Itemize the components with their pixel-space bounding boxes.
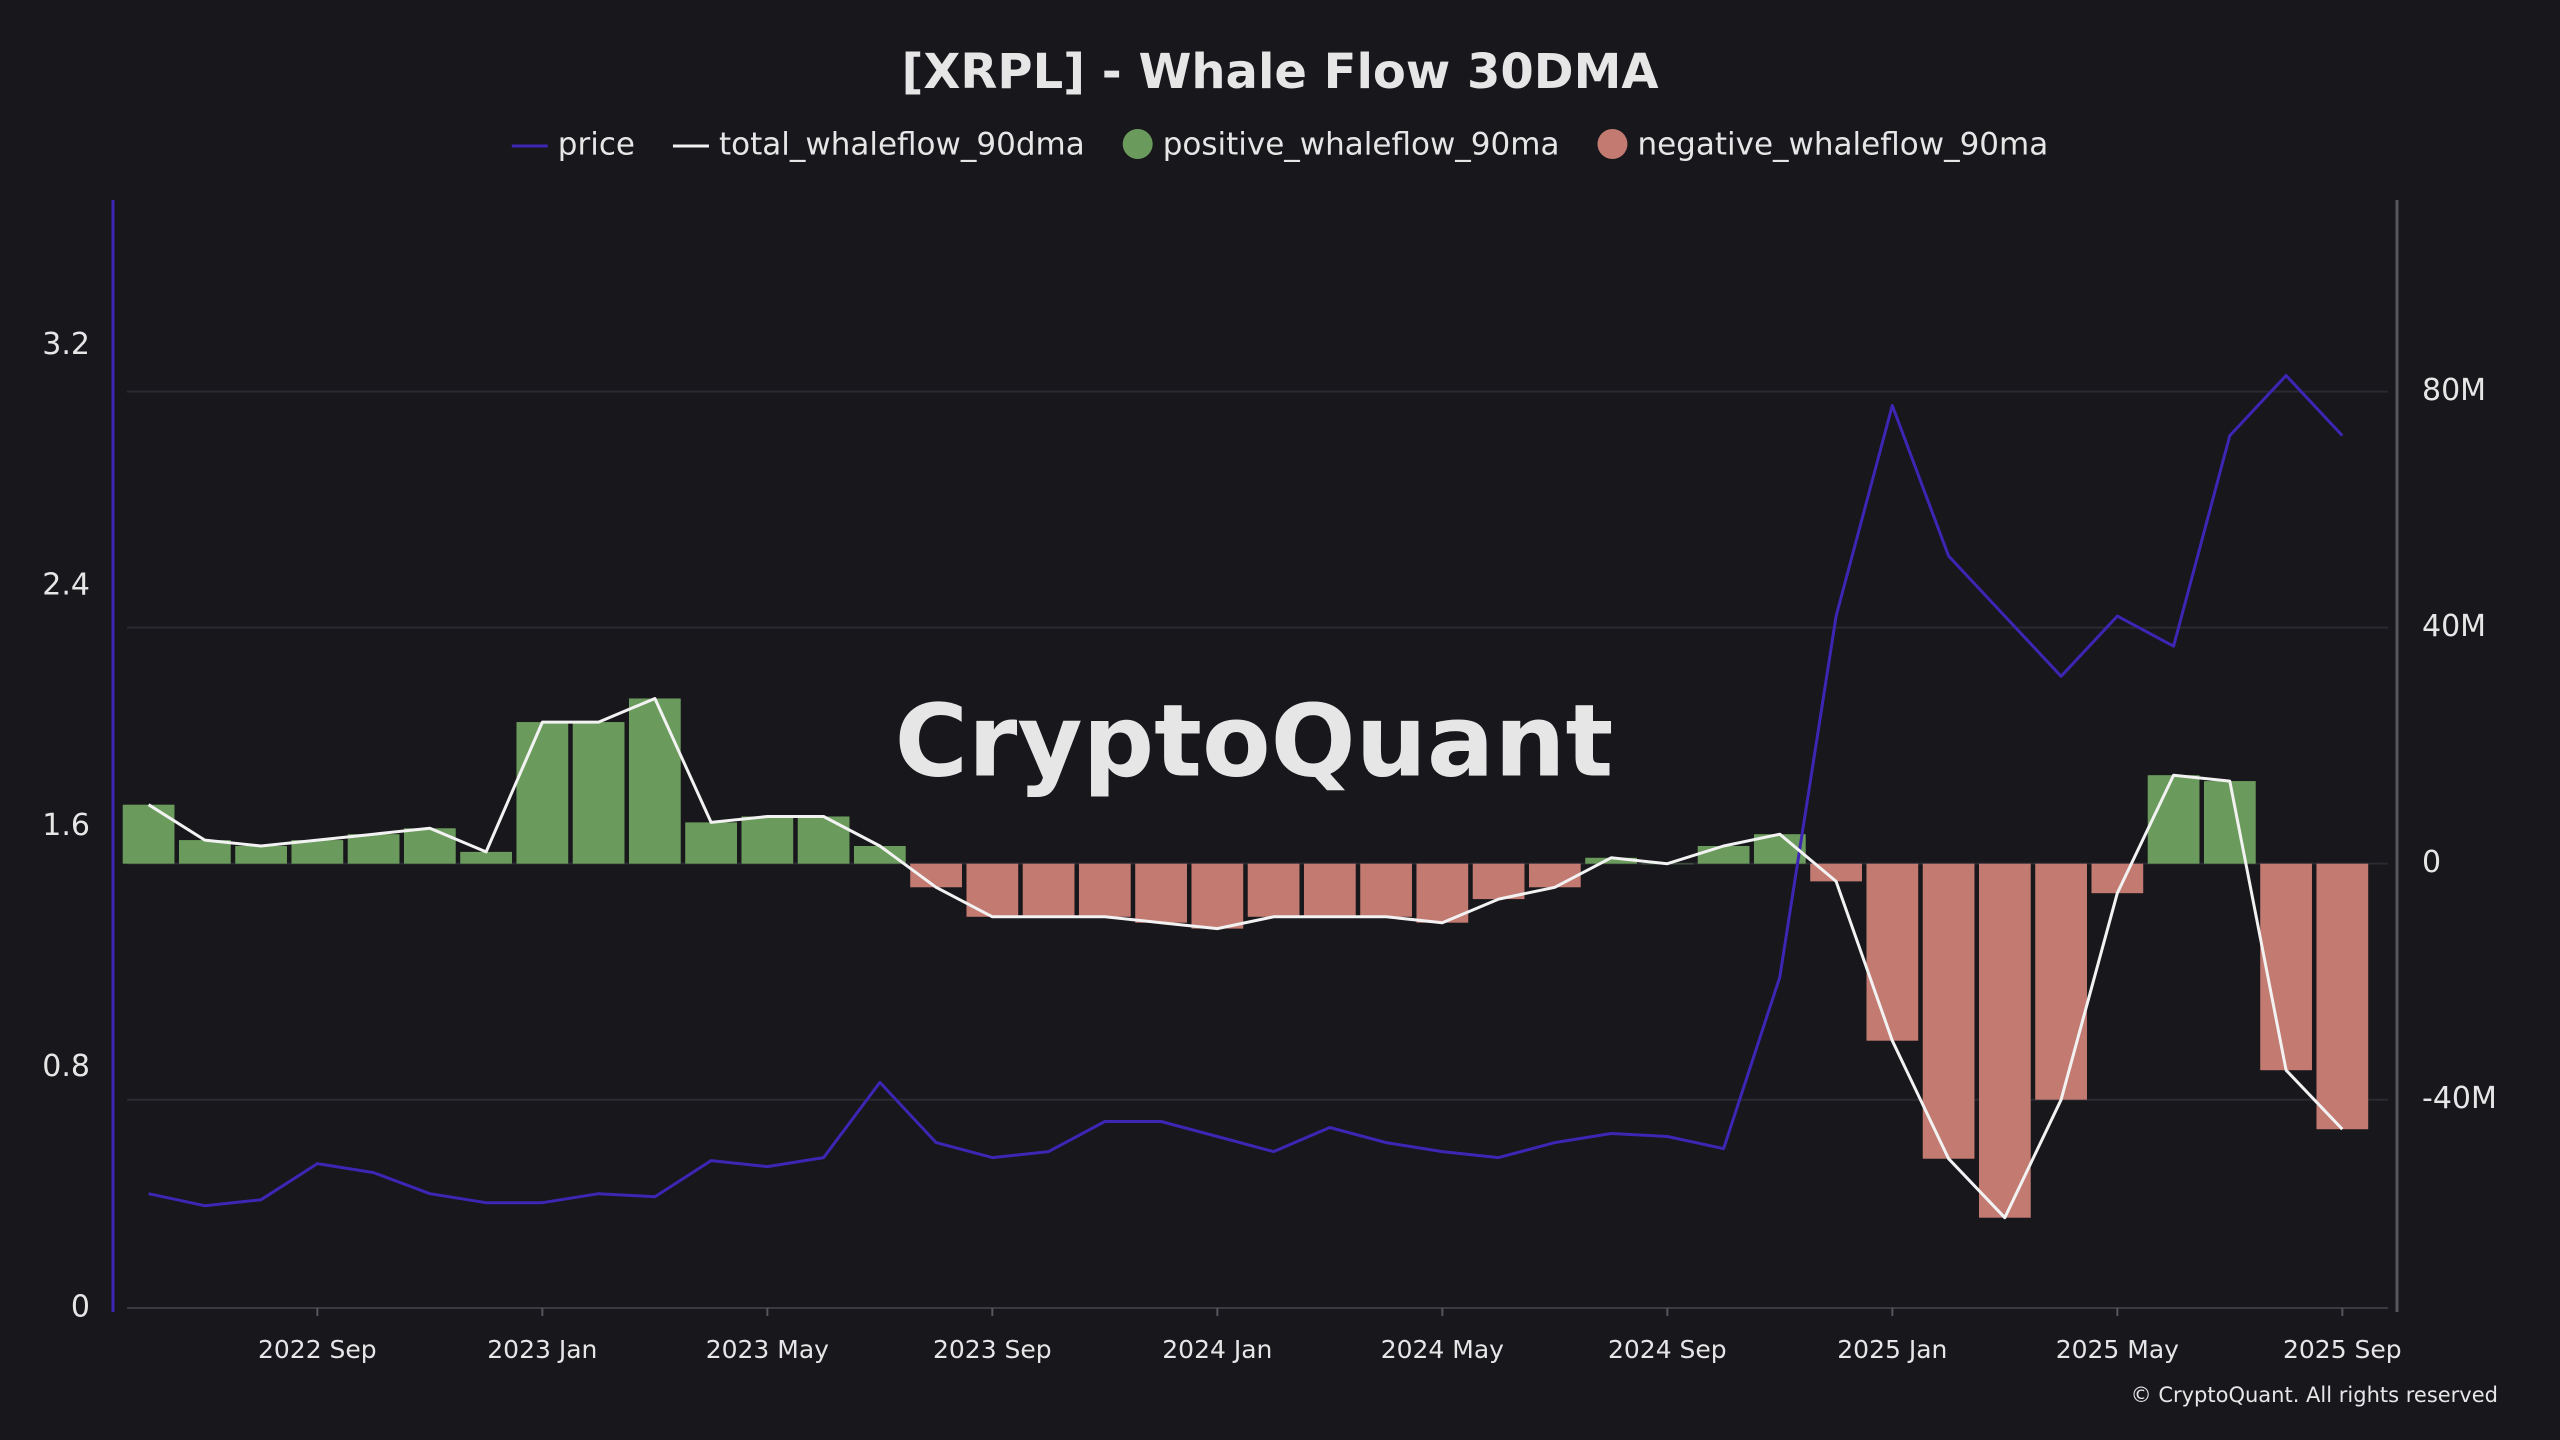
- watermark: CryptoQuant: [895, 682, 1614, 799]
- bar: [1810, 863, 1862, 882]
- bar: [1247, 863, 1300, 917]
- legend-label: price: [558, 127, 635, 163]
- x-tick-label: 2022 Sep: [258, 1335, 377, 1364]
- x-tick-label: 2025 Jan: [1837, 1335, 1947, 1364]
- x-tick-label: 2025 Sep: [2283, 1335, 2402, 1364]
- y-tick-label: 0.8: [42, 1049, 90, 1084]
- bar: [291, 840, 344, 864]
- bar: [910, 863, 962, 888]
- y-tick-label: 2.4: [42, 568, 90, 603]
- bar: [403, 828, 456, 864]
- bar: [628, 698, 681, 864]
- legend: price total_whaleflow_90dma positive_whale…: [511, 127, 2048, 163]
- y2-tick-label: -40M: [2422, 1081, 2497, 1116]
- line: [147, 697, 2344, 1220]
- chart-title: [XRPL] - Whale Flow 30DMA: [901, 44, 1658, 100]
- y-tick-label: 3.2: [42, 327, 90, 362]
- x-tick-label: 2023 May: [706, 1335, 829, 1364]
- bar: [1360, 863, 1412, 917]
- y2-tick-label: 80M: [2422, 373, 2486, 408]
- bar: [1978, 863, 2031, 1218]
- bar: [1528, 863, 1581, 888]
- copyright: © CryptoQuant. All rights reserved: [2131, 1383, 2498, 1407]
- legend-label: total_whaleflow_90dma: [719, 127, 1085, 163]
- bar: [572, 722, 625, 864]
- legend-label: negative_whaleflow_90ma: [1637, 127, 2048, 163]
- bar: [2091, 863, 2144, 894]
- bar: [1585, 857, 1637, 864]
- legend-dot: [1122, 129, 1153, 159]
- bar: [797, 816, 850, 864]
- bar: [460, 851, 512, 864]
- bar: [1022, 863, 1075, 917]
- bar: [1472, 863, 1525, 900]
- bar: [1303, 863, 1356, 917]
- bar: [853, 845, 906, 864]
- x-tick-label: 2024 May: [1381, 1335, 1504, 1364]
- bar: [347, 834, 400, 864]
- bar: [1416, 863, 1469, 923]
- y2-tick-label: 0: [2422, 845, 2441, 880]
- bar: [1078, 863, 1131, 917]
- bar: [2316, 863, 2369, 1130]
- bar: [2035, 863, 2087, 1100]
- bar: [178, 840, 231, 864]
- y2-tick-label: 40M: [2422, 609, 2486, 644]
- bar: [2147, 775, 2200, 864]
- bar: [685, 822, 737, 864]
- bar: [1135, 863, 1187, 923]
- bar: [235, 845, 287, 864]
- bar: [1922, 863, 1975, 1159]
- x-tick-label: 2024 Jan: [1162, 1335, 1272, 1364]
- x-tick-label: 2025 May: [2056, 1335, 2179, 1364]
- x-tick-label: 2023 Sep: [933, 1335, 1052, 1364]
- bar: [122, 804, 175, 864]
- bar: [2260, 863, 2312, 1071]
- bar: [1866, 863, 1919, 1041]
- y-tick-label: 1.6: [42, 808, 90, 843]
- line: [148, 374, 2344, 1208]
- x-tick-label: 2023 Jan: [487, 1335, 597, 1364]
- x-tick-label: 2024 Sep: [1608, 1335, 1727, 1364]
- bar: [1697, 845, 1750, 864]
- bar: [516, 722, 569, 864]
- legend-label: positive_whaleflow_90ma: [1163, 127, 1560, 163]
- legend-dot: [1597, 129, 1628, 159]
- bar: [1191, 863, 1244, 929]
- bar: [741, 816, 794, 864]
- bar: [2203, 781, 2256, 864]
- y-tick-label: 0: [71, 1290, 90, 1325]
